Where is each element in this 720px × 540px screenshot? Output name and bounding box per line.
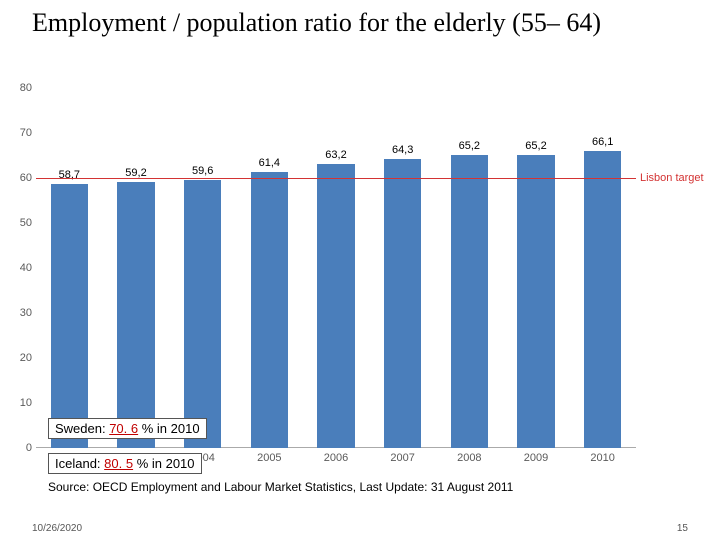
bar: [251, 172, 288, 448]
y-tick-label: 20: [6, 352, 32, 364]
y-tick-label: 70: [6, 127, 32, 139]
bar: [384, 159, 421, 448]
callout-sweden-suffix: % in 2010: [138, 421, 199, 436]
bar-value-label: 59,6: [192, 165, 213, 177]
bar-value-label: 63,2: [325, 149, 346, 161]
bar-value-label: 65,2: [459, 140, 480, 152]
y-tick-label: 50: [6, 217, 32, 229]
x-tick-label: 2005: [244, 452, 294, 464]
lisbon-target-label: Lisbon target: [640, 172, 704, 184]
x-tick-label: 2008: [444, 452, 494, 464]
chart-plot-area: 58,7 59,2 59,6 61,4 63,2 64,3 65,2 65,2 66,1: [36, 88, 636, 448]
lisbon-target-line: [36, 178, 636, 179]
callout-sweden: Sweden: 70. 6 % in 2010: [48, 418, 207, 439]
source-line: Source: OECD Employment and Labour Marke…: [48, 480, 513, 494]
y-tick-label: 10: [6, 397, 32, 409]
bar-value-label: 61,4: [259, 157, 280, 169]
x-tick-label: 2010: [578, 452, 628, 464]
y-tick-label: 30: [6, 307, 32, 319]
bar: [51, 184, 88, 448]
bar: [317, 164, 354, 448]
y-tick-label: 60: [6, 172, 32, 184]
bar: [451, 155, 488, 448]
bar-value-label: 66,1: [592, 136, 613, 148]
slide-title: Employment / population ratio for the el…: [32, 8, 672, 38]
callout-iceland-suffix: % in 2010: [133, 456, 194, 471]
footer-date: 10/26/2020: [32, 523, 82, 534]
y-tick-label: 40: [6, 262, 32, 274]
y-tick-label: 0: [6, 442, 32, 454]
x-tick-label: 2009: [511, 452, 561, 464]
callout-iceland: Iceland: 80. 5 % in 2010: [48, 453, 202, 474]
y-tick-label: 80: [6, 82, 32, 94]
bar: [184, 180, 221, 448]
bar-value-label: 59,2: [125, 167, 146, 179]
bars-layer: 58,7 59,2 59,6 61,4 63,2 64,3 65,2 65,2 66,1: [36, 88, 636, 448]
bar-value-label: 65,2: [525, 140, 546, 152]
bar-value-label: 58,7: [59, 169, 80, 181]
callout-sweden-prefix: Sweden:: [55, 421, 109, 436]
footer-page-number: 15: [677, 523, 688, 534]
callout-sweden-value: 70. 6: [109, 421, 138, 436]
callout-iceland-value: 80. 5: [104, 456, 133, 471]
bar-value-label: 64,3: [392, 144, 413, 156]
chart-container: 58,7 59,2 59,6 61,4 63,2 64,3 65,2 65,2 66,1 0 10…: [6, 88, 714, 458]
bar: [117, 182, 154, 448]
x-tick-label: 2007: [378, 452, 428, 464]
x-tick-label: 2006: [311, 452, 361, 464]
bar: [517, 155, 554, 448]
bar: [584, 151, 621, 448]
callout-iceland-prefix: Iceland:: [55, 456, 104, 471]
